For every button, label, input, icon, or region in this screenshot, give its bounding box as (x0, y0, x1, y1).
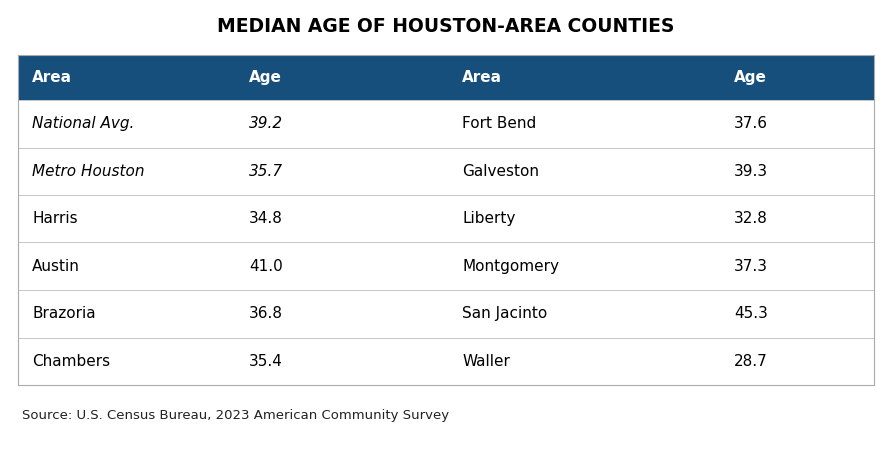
Text: 37.6: 37.6 (734, 116, 768, 131)
Text: Brazoria: Brazoria (32, 306, 95, 321)
Text: Liberty: Liberty (462, 211, 516, 226)
Text: Galveston: Galveston (462, 164, 539, 179)
Text: Montgomery: Montgomery (462, 259, 559, 274)
Text: Waller: Waller (462, 354, 510, 369)
Text: 32.8: 32.8 (734, 211, 768, 226)
Text: 36.8: 36.8 (249, 306, 283, 321)
Text: San Jacinto: San Jacinto (462, 306, 548, 321)
Text: 35.7: 35.7 (249, 164, 283, 179)
Text: Metro Houston: Metro Houston (32, 164, 145, 179)
Text: 28.7: 28.7 (734, 354, 768, 369)
Text: 41.0: 41.0 (249, 259, 283, 274)
Text: 39.2: 39.2 (249, 116, 283, 131)
Text: Chambers: Chambers (32, 354, 110, 369)
Text: Area: Area (32, 70, 72, 85)
Text: 45.3: 45.3 (734, 306, 768, 321)
Text: Harris: Harris (32, 211, 78, 226)
Text: Age: Age (734, 70, 767, 85)
Text: Fort Bend: Fort Bend (462, 116, 536, 131)
Text: National Avg.: National Avg. (32, 116, 135, 131)
Text: MEDIAN AGE OF HOUSTON-AREA COUNTIES: MEDIAN AGE OF HOUSTON-AREA COUNTIES (218, 18, 674, 36)
Text: 37.3: 37.3 (734, 259, 768, 274)
Text: 39.3: 39.3 (734, 164, 768, 179)
Text: Age: Age (249, 70, 282, 85)
Text: Area: Area (462, 70, 502, 85)
Text: Source: U.S. Census Bureau, 2023 American Community Survey: Source: U.S. Census Bureau, 2023 America… (22, 408, 450, 421)
Text: 34.8: 34.8 (249, 211, 283, 226)
Text: 35.4: 35.4 (249, 354, 283, 369)
Text: Austin: Austin (32, 259, 80, 274)
